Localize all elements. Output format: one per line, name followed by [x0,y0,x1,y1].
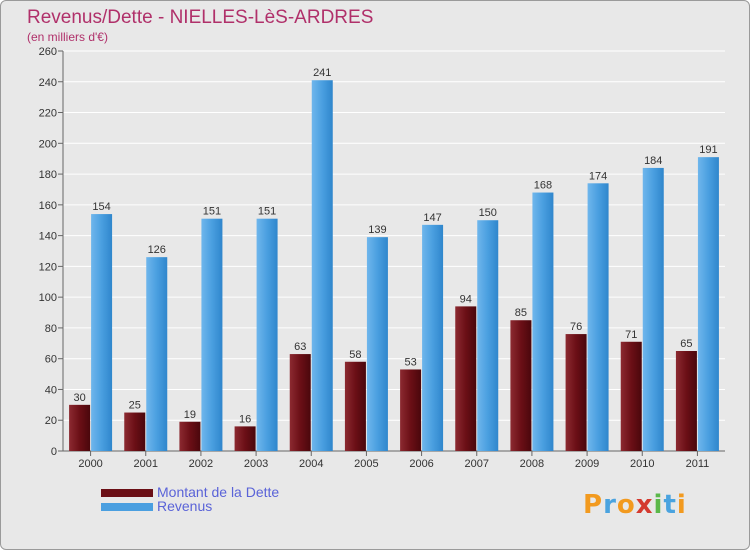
bars [69,80,719,452]
axes: 0 20 40 60 80 100 120 140 160 180 200 220 240 260 2000… [39,46,725,470]
data-label-revenus-2001: 126 [148,244,166,256]
bar-dette-2010 [620,341,642,451]
data-label-revenus-2007: 150 [479,207,497,219]
y-tick-label: 80 [45,323,57,335]
y-tick-label: 60 [45,354,57,366]
data-label-dette-2005: 58 [349,349,361,361]
proxiti-logo: Proxiti [583,490,687,520]
y-tick-label: 140 [39,231,57,243]
y-tick-label: 260 [39,46,57,58]
bar-dette-2007 [455,306,477,451]
data-label-dette-2009: 76 [570,321,582,333]
bar-dette-2005 [344,361,366,451]
legend-label-revenus: Revenus [157,498,213,514]
bar-dette-2003 [234,426,256,451]
data-label-dette-2004: 63 [294,341,306,353]
bar-revenus-2004 [311,80,333,451]
bar-revenus-2009 [587,183,609,452]
bar-dette-2000 [69,404,91,451]
bar-dette-2006 [400,369,422,451]
legend-swatch-dette [101,489,153,497]
y-tick-label: 100 [39,292,57,304]
data-label-revenus-2002: 151 [203,206,221,218]
y-tick-label: 200 [39,138,57,150]
x-tick-label: 2003 [244,458,268,470]
x-tick-label: 2009 [575,458,599,470]
x-tick-label: 2005 [354,458,378,470]
data-label-revenus-2008: 168 [534,180,552,192]
chart-subtitle: (en milliers d'€) [27,30,108,44]
data-label-dette-2011: 65 [680,338,692,350]
y-tick-label: 20 [45,415,57,427]
x-tick-label: 2011 [686,458,710,470]
y-tick-label: 180 [39,169,57,181]
y-tick-label: 40 [45,384,57,396]
bar-dette-2009 [565,334,587,451]
data-label-revenus-2003: 151 [258,206,276,218]
x-tick-label: 2006 [409,458,433,470]
data-label-revenus-2009: 174 [589,170,607,182]
data-label-dette-2007: 94 [460,293,472,305]
y-tick-label: 160 [39,200,57,212]
data-label-revenus-2005: 139 [368,224,386,236]
gridlines [63,50,725,452]
bar-dette-2008 [510,320,532,451]
bar-revenus-2005 [366,237,388,451]
data-label-revenus-2004: 241 [313,67,331,79]
bar-revenus-2002 [201,218,223,451]
data-label-revenus-2006: 147 [423,212,441,224]
x-tick-label: 2007 [465,458,489,470]
data-label-dette-2002: 19 [184,409,196,421]
y-tick-label: 220 [39,108,57,120]
bar-revenus-2010 [642,167,664,451]
data-label-dette-2000: 30 [73,392,85,404]
bar-dette-2002 [179,421,201,451]
x-tick-label: 2001 [134,458,158,470]
data-label-revenus-2011: 191 [699,144,717,156]
y-tick-label: 0 [51,446,57,458]
bar-revenus-2000 [91,214,113,451]
bar-revenus-2011 [697,157,719,451]
bar-dette-2004 [289,354,311,451]
chart-title: Revenus/Dette - NIELLES-LèS-ARDRES [27,7,374,28]
x-tick-label: 2010 [630,458,654,470]
data-label-dette-2003: 16 [239,413,251,425]
x-tick-label: 2002 [189,458,213,470]
x-tick-label: 2008 [520,458,544,470]
bar-revenus-2003 [256,218,278,451]
legend-label-dette: Montant de la Dette [157,484,280,500]
data-label-dette-2006: 53 [404,356,416,368]
y-tick-label: 240 [39,77,57,89]
plot-area [63,51,725,451]
x-tick-label: 2004 [299,458,323,470]
bar-revenus-2008 [532,192,554,452]
bar-revenus-2006 [422,224,444,451]
data-label-revenus-2010: 184 [644,155,662,167]
data-label-revenus-2000: 154 [92,201,110,213]
data-label-dette-2010: 71 [625,329,637,341]
y-tick-label: 120 [39,261,57,273]
legend-swatch-revenus [101,503,153,511]
data-labels: 30 154 25 126 19 151 16 151 63 241 58 139 53 147 94 150… [73,67,717,425]
data-label-dette-2001: 25 [129,400,141,412]
bar-dette-2001 [124,412,146,451]
bar-revenus-2001 [146,257,168,451]
bar-revenus-2007 [477,220,499,451]
bar-dette-2011 [675,351,697,451]
x-tick-label: 2000 [78,458,102,470]
data-label-dette-2008: 85 [515,307,527,319]
